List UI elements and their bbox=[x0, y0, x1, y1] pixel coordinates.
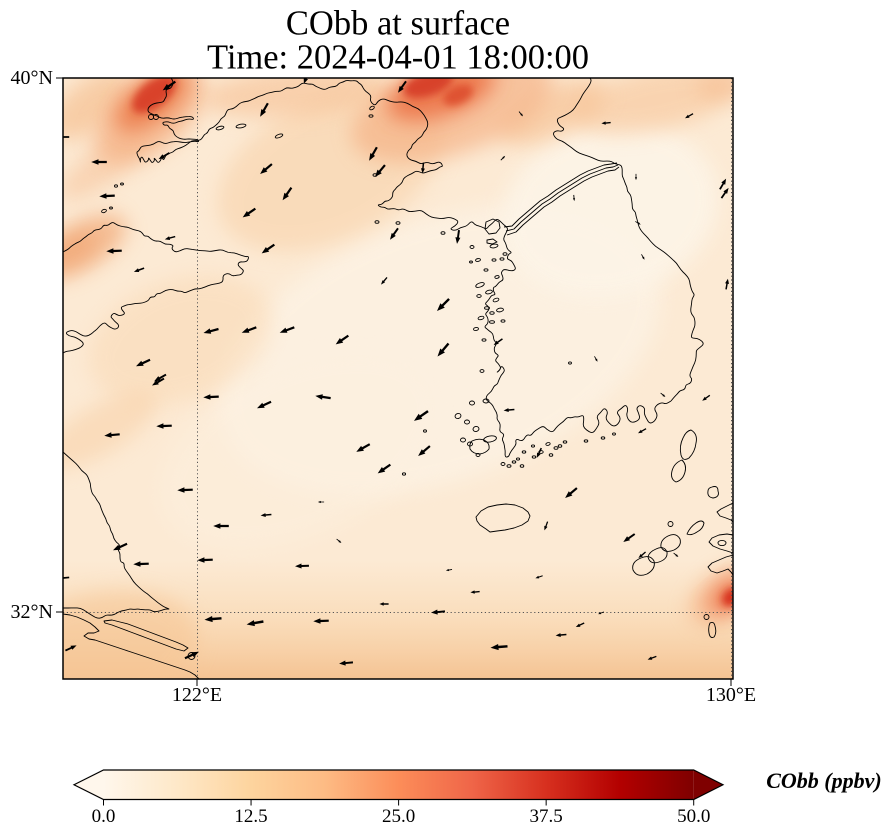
svg-text:40°N: 40°N bbox=[11, 67, 53, 89]
svg-text:32°N: 32°N bbox=[11, 601, 53, 623]
svg-text:130°E: 130°E bbox=[706, 684, 756, 706]
svg-text:25.0: 25.0 bbox=[382, 806, 415, 827]
svg-text:37.5: 37.5 bbox=[530, 806, 563, 827]
svg-text:0.0: 0.0 bbox=[92, 806, 116, 827]
svg-text:Time: 2024-04-01 18:00:00: Time: 2024-04-01 18:00:00 bbox=[207, 39, 589, 77]
svg-text:122°E: 122°E bbox=[172, 684, 222, 706]
svg-text:50.0: 50.0 bbox=[677, 806, 710, 827]
svg-text:CObb at surface: CObb at surface bbox=[286, 5, 510, 43]
svg-text:CObb (ppbv): CObb (ppbv) bbox=[766, 768, 881, 793]
svg-text:12.5: 12.5 bbox=[234, 806, 267, 827]
